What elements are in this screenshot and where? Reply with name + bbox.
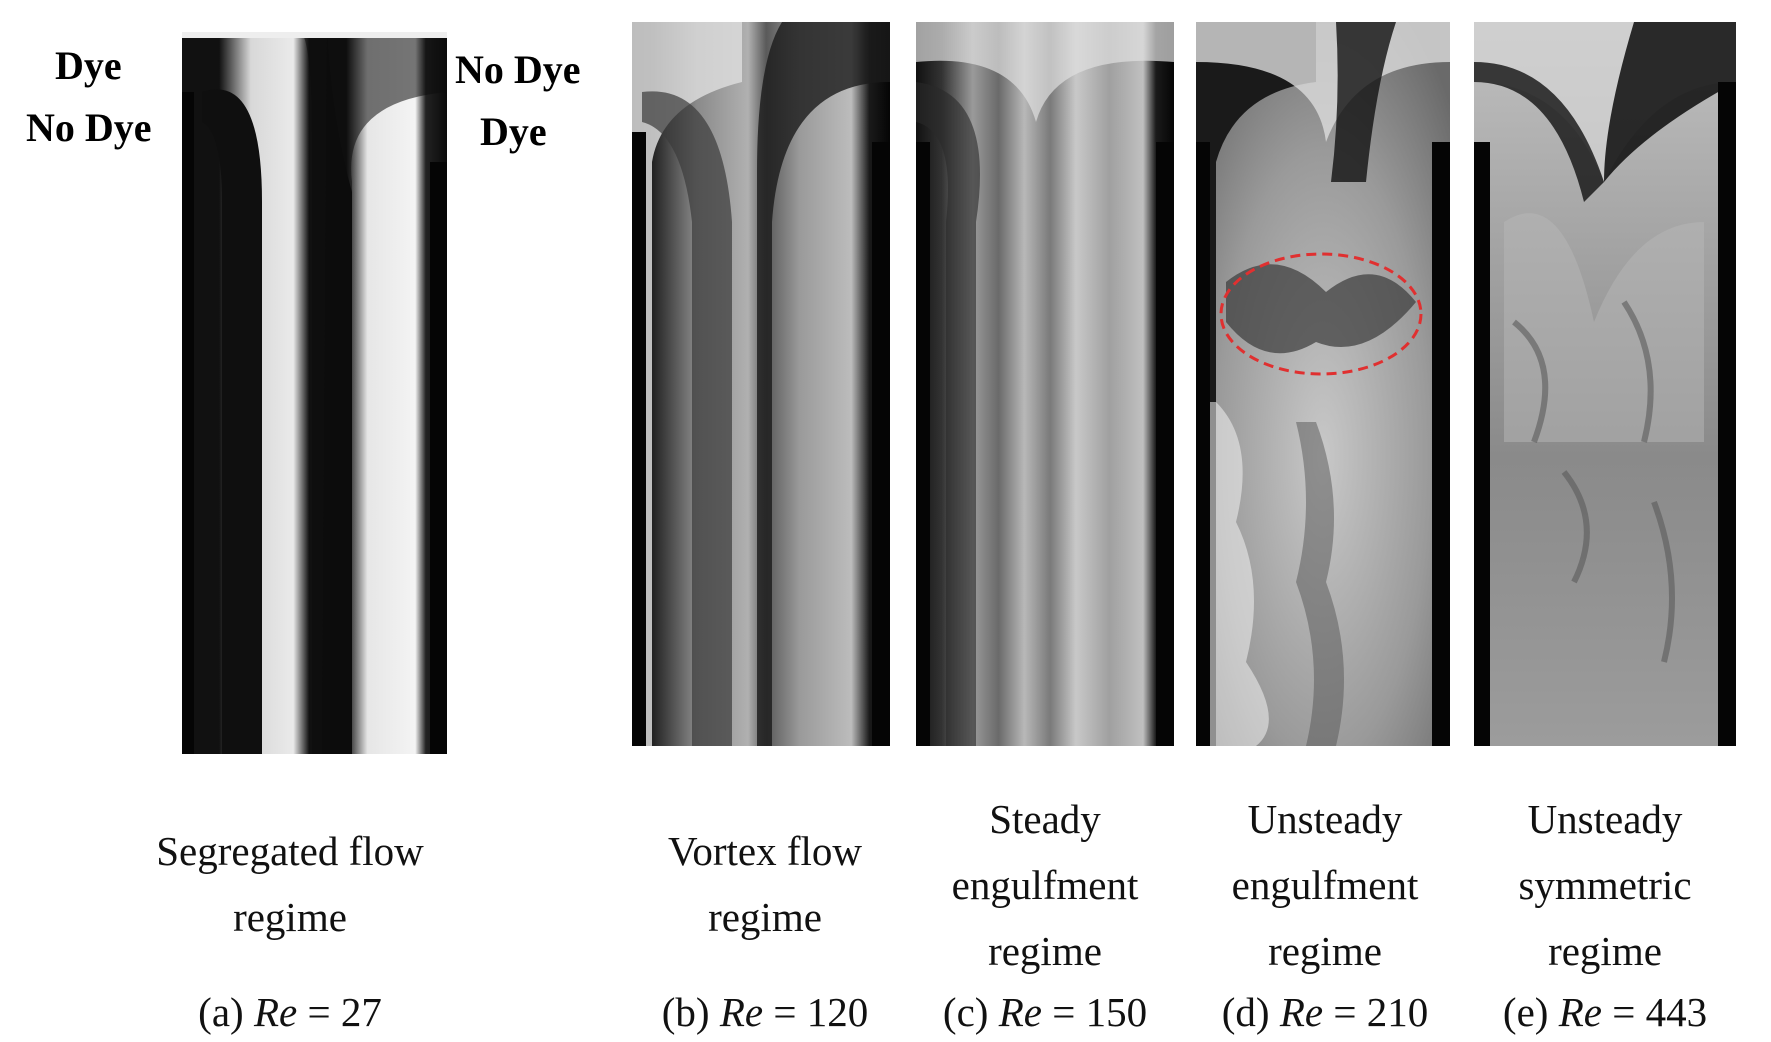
highlight-ellipse — [1219, 252, 1423, 376]
caption-b: Vortex flow regime — [620, 818, 910, 950]
panel-letter-e: (e) — [1502, 989, 1549, 1035]
re-label-e: (e) Re = 443 — [1465, 988, 1745, 1036]
re-symbol-b: Re — [719, 989, 764, 1035]
caption-e-line2: symmetric — [1518, 862, 1692, 908]
caption-d-line1: Unsteady — [1247, 796, 1403, 842]
re-equals-b: = — [773, 989, 797, 1035]
caption-b-line1: Vortex flow — [668, 828, 862, 874]
caption-c-line2: engulfment — [951, 862, 1139, 908]
re-equals-a: = — [307, 989, 331, 1035]
flow-image-d — [1196, 22, 1450, 746]
re-value-b: 120 — [806, 989, 869, 1035]
caption-c-line1: Steady — [989, 796, 1101, 842]
caption-c-line3: regime — [988, 928, 1102, 974]
panel-letter-b: (b) — [661, 989, 710, 1035]
panel-letter-c: (c) — [942, 989, 989, 1035]
re-symbol-a: Re — [253, 989, 298, 1035]
flow-image-c — [916, 22, 1174, 746]
flow-image-a — [182, 32, 447, 754]
re-equals-e: = — [1612, 989, 1636, 1035]
re-equals-c: = — [1052, 989, 1076, 1035]
caption-b-line2: regime — [708, 894, 822, 940]
flow-image-e — [1474, 22, 1736, 746]
panel-letter-a: (a) — [198, 989, 244, 1035]
caption-d-line2: engulfment — [1231, 862, 1419, 908]
re-label-c: (c) Re = 150 — [905, 988, 1185, 1036]
caption-e: Unsteady symmetric regime — [1465, 786, 1745, 984]
re-value-a: 27 — [340, 989, 382, 1035]
re-value-d: 210 — [1366, 989, 1429, 1035]
re-equals-d: = — [1333, 989, 1357, 1035]
caption-e-line3: regime — [1548, 928, 1662, 974]
caption-a-line1: Segregated flow — [156, 828, 424, 874]
dye-label-right: Dye — [480, 109, 547, 154]
re-symbol-e: Re — [1558, 989, 1602, 1035]
re-symbol-d: Re — [1279, 989, 1324, 1035]
re-label-d: (d) Re = 210 — [1185, 988, 1465, 1036]
caption-a-line2: regime — [233, 894, 347, 940]
panel-letter-d: (d) — [1221, 989, 1270, 1035]
caption-a: Segregated flow regime — [120, 818, 460, 950]
re-symbol-c: Re — [998, 989, 1042, 1035]
caption-d-line3: regime — [1268, 928, 1382, 974]
flow-image-b — [632, 22, 890, 746]
re-value-e: 443 — [1645, 989, 1708, 1035]
no-dye-label-left: No Dye — [26, 105, 152, 150]
caption-d: Unsteady engulfment regime — [1185, 786, 1465, 984]
re-value-c: 150 — [1085, 989, 1148, 1035]
no-dye-label-right: No Dye — [455, 47, 581, 92]
re-label-b: (b) Re = 120 — [620, 988, 910, 1036]
dye-label-left: Dye — [55, 43, 122, 88]
caption-e-line1: Unsteady — [1527, 796, 1683, 842]
re-label-a: (a) Re = 27 — [150, 988, 430, 1036]
caption-c: Steady engulfment regime — [905, 786, 1185, 984]
